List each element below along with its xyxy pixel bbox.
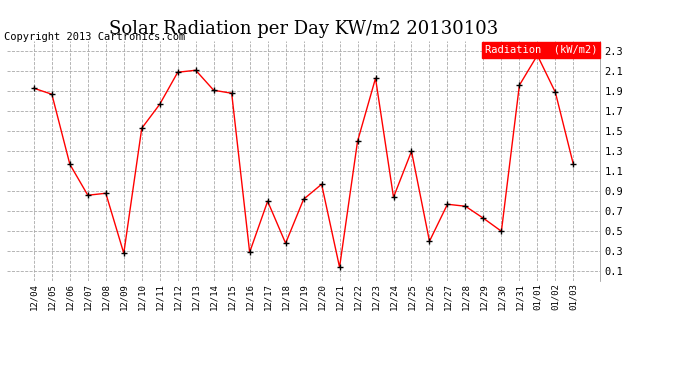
Text: Radiation  (kW/m2): Radiation (kW/m2) bbox=[485, 45, 598, 55]
Text: Copyright 2013 Cartronics.com: Copyright 2013 Cartronics.com bbox=[4, 32, 185, 42]
Title: Solar Radiation per Day KW/m2 20130103: Solar Radiation per Day KW/m2 20130103 bbox=[109, 20, 498, 38]
